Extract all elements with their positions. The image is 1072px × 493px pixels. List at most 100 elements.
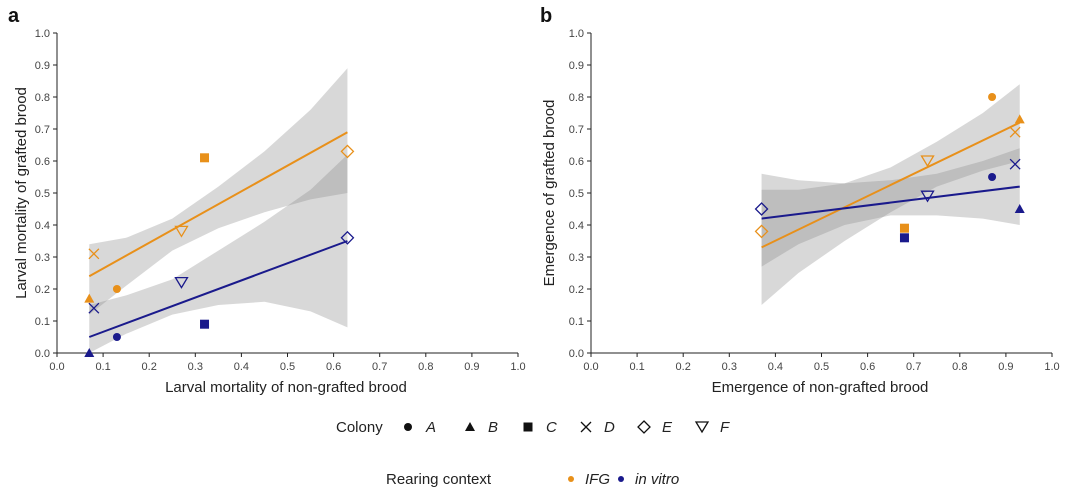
panel-a-x-tick-label: 0.9 (464, 361, 479, 373)
panel-a-x-tick-label: 0.2 (142, 361, 157, 373)
panel-a-point-1-a (112, 333, 121, 341)
panel-b-y-tick-label: 0.1 (569, 316, 584, 328)
panel-b-y-tick-label: 0.5 (569, 188, 584, 200)
colony-legend-marker-c (523, 422, 533, 432)
panel-b-point-1-b (1014, 204, 1025, 213)
panel-b-x-tick-label: 1.0 (1044, 361, 1059, 373)
panel-b-x-tick-label: 0.7 (906, 361, 921, 373)
panel-b-y-tick-label: 0.7 (569, 124, 584, 136)
panel-a-y-tick-label: 0.8 (35, 92, 50, 104)
panel-a-x-tick-label: 1.0 (510, 361, 525, 373)
rearing-context-label-0: IFG (585, 471, 610, 488)
panel-b: b 0.0 0.1 0.2 0.3 0.4 0.5 0.6 0.7 0.8 0.9 1.0 0.0 0.… (540, 5, 1060, 396)
panel-b-letter: b (540, 5, 552, 27)
panel-a-point-1-d (88, 302, 100, 314)
panel-a: a 0.0 0.1 0.2 0.3 0.4 0.5 0.6 0.7 0.8 0.9 1.0 0.0 0.… (8, 5, 526, 396)
panel-b-point-0-e (754, 224, 769, 239)
panel-b-x-tick-label: 0.0 (583, 361, 598, 373)
panel-b-y-tick-label: 0.8 (569, 92, 584, 104)
panel-b-point-1-f (920, 190, 935, 203)
panel-a-y-axis-title: Larval mortality of grafted brood (13, 87, 30, 299)
panel-a-x-tick-label: 0.1 (95, 361, 110, 373)
colony-legend-marker-b (465, 422, 475, 431)
panel-a-ci-band-0 (89, 68, 348, 315)
panel-b-x-tick-label: 0.3 (722, 361, 737, 373)
panel-b-point-0-b (1014, 114, 1025, 124)
panel-b-y-tick-label: 1.0 (569, 28, 584, 40)
colony-legend-label-a: A (425, 419, 436, 436)
panel-a-x-tick-label: 0.7 (372, 361, 387, 373)
colony-legend-label-b: B (488, 419, 498, 436)
panel-a-y-tick-label: 0.9 (35, 60, 50, 72)
panel-b-x-tick-label: 0.1 (629, 361, 644, 373)
panel-a-point-0-b (84, 293, 95, 303)
panel-a-y-tick-label: 0.6 (35, 156, 50, 168)
panel-a-fit-line-0 (88, 131, 348, 278)
panel-a-point-1-c (200, 319, 210, 329)
panel-b-fit-line-0 (761, 121, 1021, 249)
panel-a-point-1-f (174, 276, 189, 289)
panel-b-x-tick-label: 0.8 (952, 361, 967, 373)
panel-b-point-0-f (920, 155, 935, 168)
colony-legend-marker-f (694, 421, 710, 434)
rearing-context-label-1: in vitro (635, 471, 679, 488)
panel-b-x-tick-label: 0.6 (860, 361, 875, 373)
colony-legend-label-d: D (604, 419, 615, 436)
panel-a-fit-line-1 (88, 240, 348, 338)
panel-a-y-tick-label: 0.0 (35, 348, 50, 360)
panel-a-x-tick-label: 0.3 (188, 361, 203, 373)
panel-b-point-1-c (899, 233, 909, 243)
panel-a-x-tick-label: 0.6 (326, 361, 341, 373)
panel-a-y-tick-label: 0.1 (35, 316, 50, 328)
panel-b-ci-band-1 (761, 148, 1020, 267)
panel-b-x-axis-title: Emergence of non-grafted brood (712, 379, 929, 396)
panel-a-letter: a (8, 5, 20, 27)
rearing-context-marker-0 (568, 476, 574, 482)
rearing-context-legend: Rearing context IFG in vitro (386, 471, 679, 488)
panel-a-x-tick-label: 0.8 (418, 361, 433, 373)
panel-a-y-tick-label: 0.4 (35, 220, 50, 232)
colony-legend: Colony A B C D E F (336, 419, 730, 436)
panel-b-y-tick-label: 0.6 (569, 156, 584, 168)
panel-b-x-tick-label: 0.4 (768, 361, 783, 373)
panel-a-x-axis-title: Larval mortality of non-grafted brood (165, 379, 407, 396)
panel-b-y-tick-label: 0.4 (569, 220, 584, 232)
panel-b-point-1-a (988, 173, 997, 181)
panel-a-ci-band-1 (89, 154, 348, 353)
panel-a-point-0-d (88, 248, 100, 260)
colony-legend-label-e: E (662, 419, 673, 436)
panel-a-point-1-e (340, 230, 355, 245)
colony-legend-label-c: C (546, 419, 557, 436)
colony-legend-title: Colony (336, 419, 383, 436)
panel-b-x-tick-label: 0.5 (814, 361, 829, 373)
panel-b-point-0-a (988, 93, 997, 101)
panel-b-x-tick-label: 0.9 (998, 361, 1013, 373)
panel-a-x-tick-label: 0.5 (280, 361, 295, 373)
panel-a-y-tick-label: 0.5 (35, 188, 50, 200)
colony-legend-marker-d (580, 421, 592, 433)
panel-a-point-1-b (84, 348, 95, 357)
panel-b-y-tick-label: 0.2 (569, 284, 584, 296)
rearing-context-legend-title: Rearing context (386, 471, 492, 488)
colony-legend-marker-a (404, 423, 412, 431)
colony-legend-label-f: F (720, 419, 730, 436)
panel-a-x-tick-label: 0.0 (49, 361, 64, 373)
panel-b-y-axis-title: Emergence of grafted brood (541, 100, 558, 287)
panel-b-point-0-d (1009, 126, 1021, 138)
panel-a-y-tick-label: 0.2 (35, 284, 50, 296)
panel-a-x-tick-label: 0.4 (234, 361, 249, 373)
panel-b-y-tick-label: 0.0 (569, 348, 584, 360)
panel-b-point-1-e (754, 202, 769, 216)
rearing-context-marker-1 (618, 476, 624, 482)
panel-b-x-tick-label: 0.2 (676, 361, 691, 373)
panel-b-fit-line-1 (761, 185, 1020, 220)
panel-b-y-tick-label: 0.9 (569, 60, 584, 72)
panel-b-ci-band-0 (761, 84, 1020, 305)
panel-b-y-tick-label: 0.3 (569, 252, 584, 264)
panel-a-point-0-f (174, 225, 189, 238)
panel-a-y-tick-label: 1.0 (35, 28, 50, 40)
panel-a-y-tick-label: 0.7 (35, 124, 50, 136)
panel-b-point-1-d (1009, 158, 1021, 170)
panel-a-point-0-e (340, 144, 355, 159)
